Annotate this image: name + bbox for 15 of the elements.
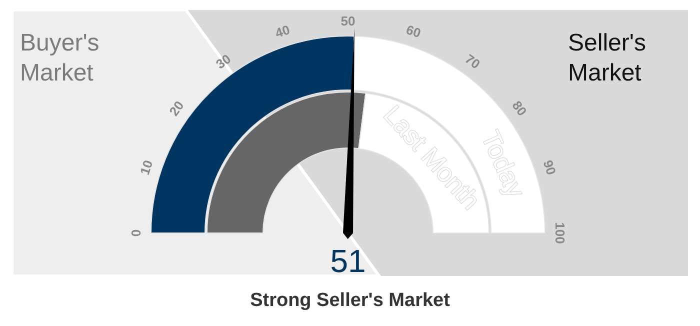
text: 10 [137, 158, 156, 177]
text: 51 [330, 243, 366, 279]
text: 60 [404, 22, 423, 41]
text: 40 [273, 22, 292, 41]
text: 70 [462, 51, 483, 72]
text: 80 [509, 98, 530, 119]
text: Buyer's Market [20, 30, 106, 86]
text: 90 [540, 158, 559, 177]
text: 50 [340, 14, 356, 28]
text: 20 [166, 98, 187, 119]
text: Strong Seller's Market [250, 290, 451, 311]
text: 100 [552, 222, 568, 244]
text: Seller's Market [568, 30, 653, 86]
text: 30 [213, 51, 234, 72]
text: 0 [128, 229, 144, 237]
